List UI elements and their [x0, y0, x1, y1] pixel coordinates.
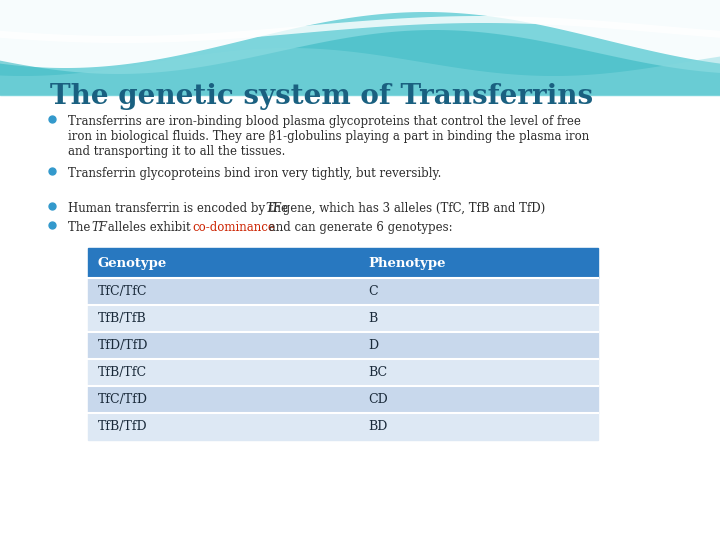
- Text: Transferrins are iron-binding blood plasma glycoproteins that control the level : Transferrins are iron-binding blood plas…: [68, 115, 581, 128]
- Text: alleles exhibit: alleles exhibit: [104, 221, 194, 234]
- Text: CD: CD: [368, 393, 388, 406]
- Text: TF: TF: [91, 221, 107, 234]
- Text: B: B: [368, 312, 377, 325]
- Text: and transporting it to all the tissues.: and transporting it to all the tissues.: [68, 145, 285, 158]
- Text: gene, which has 3 alleles (TfC, TfB and TfD): gene, which has 3 alleles (TfC, TfB and …: [279, 202, 545, 215]
- Text: Human transferrin is encoded by the: Human transferrin is encoded by the: [68, 202, 292, 215]
- Text: co-dominance: co-dominance: [192, 221, 275, 234]
- Text: TfB/TfD: TfB/TfD: [98, 420, 148, 433]
- Bar: [88, 248, 598, 278]
- Polygon shape: [0, 16, 720, 43]
- Polygon shape: [0, 0, 720, 68]
- Bar: [0, 0, 720, 95]
- Text: Phenotype: Phenotype: [368, 256, 446, 269]
- Bar: [88, 359, 598, 386]
- Bar: [88, 413, 598, 440]
- Bar: [88, 332, 598, 359]
- Bar: [88, 278, 598, 305]
- Bar: [88, 305, 598, 332]
- Text: TF: TF: [265, 202, 281, 215]
- Text: BD: BD: [368, 420, 387, 433]
- Text: iron in biological fluids. They are β1-globulins playing a part in binding the p: iron in biological fluids. They are β1-g…: [68, 130, 589, 143]
- Text: The genetic system of Transferrins: The genetic system of Transferrins: [50, 83, 593, 110]
- Text: Genotype: Genotype: [98, 256, 167, 269]
- Text: The: The: [68, 221, 94, 234]
- Text: TfC/TfC: TfC/TfC: [98, 285, 148, 298]
- Bar: [88, 386, 598, 413]
- Polygon shape: [0, 48, 720, 95]
- Text: and can generate 6 genotypes:: and can generate 6 genotypes:: [265, 221, 453, 234]
- Text: TfC/TfD: TfC/TfD: [98, 393, 148, 406]
- Text: TfB/TfC: TfB/TfC: [98, 366, 147, 379]
- Text: BC: BC: [368, 366, 387, 379]
- Text: Transferrin glycoproteins bind iron very tightly, but reversibly.: Transferrin glycoproteins bind iron very…: [68, 167, 441, 180]
- Text: TfD/TfD: TfD/TfD: [98, 339, 148, 352]
- Text: D: D: [368, 339, 378, 352]
- Text: TfB/TfB: TfB/TfB: [98, 312, 147, 325]
- Text: C: C: [368, 285, 377, 298]
- Polygon shape: [0, 30, 720, 95]
